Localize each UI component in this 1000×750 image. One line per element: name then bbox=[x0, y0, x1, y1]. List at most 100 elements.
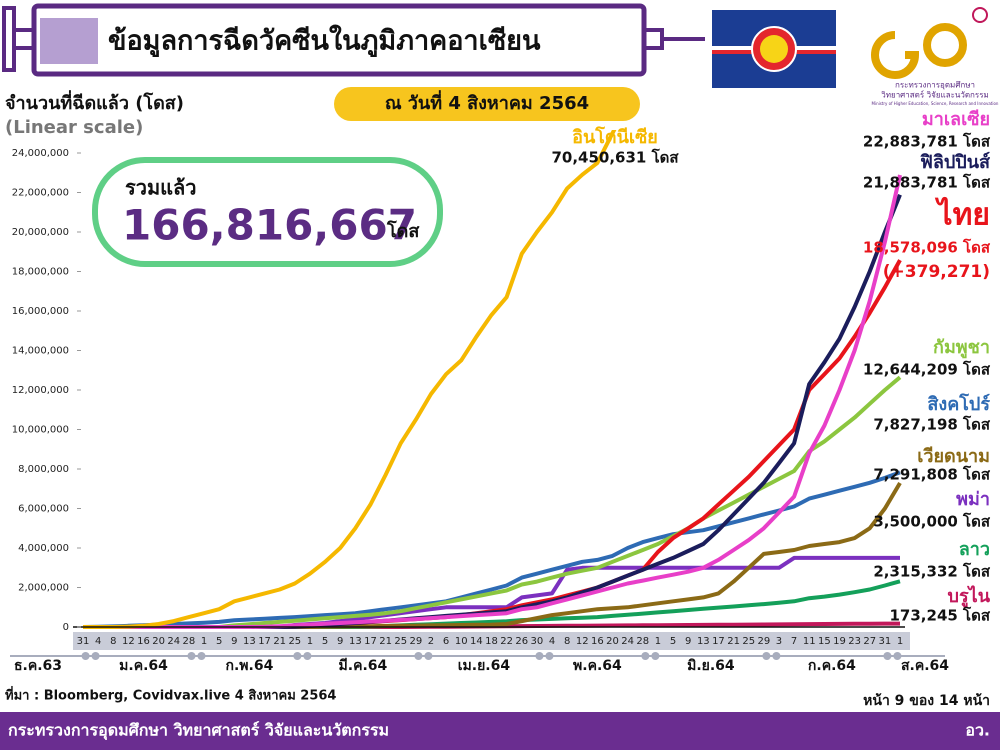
y-tick-label: 24,000,000 bbox=[12, 148, 69, 159]
footer-short: อว. bbox=[965, 721, 990, 740]
x-tick-label: 18 bbox=[485, 636, 498, 647]
value-label: 7,291,808 โดส bbox=[873, 465, 990, 484]
x-tick-label: 12 bbox=[122, 636, 135, 647]
month-label: ธ.ค.63 bbox=[14, 658, 62, 674]
x-tick-label: 17 bbox=[364, 636, 377, 647]
legend-name: ไทย bbox=[935, 197, 990, 233]
logo-text: Ministry of Higher Education, Science, R… bbox=[872, 101, 999, 106]
y-tick-label: 6,000,000 bbox=[18, 504, 69, 515]
x-tick-label: 28 bbox=[636, 636, 649, 647]
y-tick-label: 16,000,000 bbox=[12, 306, 69, 317]
y-axis-title: จำนวนที่ฉีดแล้ว (โดส) bbox=[5, 90, 184, 114]
x-tick-label: 17 bbox=[712, 636, 725, 647]
month-label: ก.พ.64 bbox=[226, 658, 274, 674]
legend-name: บรูไน bbox=[948, 585, 991, 608]
x-tick-label: 14 bbox=[470, 636, 483, 647]
x-tick-label: 16 bbox=[137, 636, 150, 647]
month-divider bbox=[414, 652, 423, 660]
x-tick-label: 3 bbox=[776, 636, 782, 647]
month-label: ม.ค.64 bbox=[119, 658, 168, 674]
x-tick-label: 9 bbox=[231, 636, 237, 647]
legend-name: สิงคโปร์ bbox=[927, 393, 990, 415]
x-tick-label: 24 bbox=[167, 636, 180, 647]
month-divider bbox=[424, 652, 433, 660]
y-tick-label: 18,000,000 bbox=[12, 267, 69, 278]
logo-text: วิทยาศาสตร์ วิจัยและนวัตกรรม bbox=[881, 90, 989, 100]
x-tick-label: 1 bbox=[201, 636, 207, 647]
logo bbox=[871, 7, 988, 79]
syringe bbox=[2, 3, 705, 77]
legend-name: มาเลเซีย bbox=[922, 109, 990, 130]
x-tick-label: 1 bbox=[655, 636, 661, 647]
total-box bbox=[92, 157, 443, 267]
month-label: ส.ค.64 bbox=[901, 658, 949, 674]
month-divider bbox=[545, 652, 554, 660]
x-tick-label: 24 bbox=[621, 636, 634, 647]
value-label: 18,578,096 โดส bbox=[863, 238, 991, 257]
x-tick-label: 13 bbox=[349, 636, 362, 647]
x-tick-label: 4 bbox=[95, 636, 101, 647]
x-tick-label: 22 bbox=[500, 636, 513, 647]
month-label: พ.ค.64 bbox=[573, 658, 622, 674]
x-tick-label: 17 bbox=[258, 636, 271, 647]
month-divider bbox=[651, 652, 660, 660]
y-tick-label: 10,000,000 bbox=[12, 425, 69, 436]
month-divider bbox=[293, 652, 302, 660]
month-divider bbox=[772, 652, 781, 660]
x-tick-label: 11 bbox=[803, 636, 816, 647]
x-tick-label: 9 bbox=[337, 636, 343, 647]
x-tick-label: 16 bbox=[591, 636, 604, 647]
x-tick-label: 27 bbox=[863, 636, 876, 647]
month-divider bbox=[81, 652, 90, 660]
footer-bar bbox=[0, 712, 1000, 750]
y-tick-label: 8,000,000 bbox=[18, 464, 69, 475]
y-tick-label: 4,000,000 bbox=[18, 543, 69, 554]
x-tick-label: 1 bbox=[897, 636, 903, 647]
value-label: 22,883,781 โดส bbox=[863, 132, 991, 151]
x-tick-label: 25 bbox=[288, 636, 301, 647]
x-tick-label: 5 bbox=[670, 636, 676, 647]
x-tick-label: 29 bbox=[409, 636, 422, 647]
asean-flag bbox=[712, 10, 836, 88]
x-tick-label: 12 bbox=[576, 636, 589, 647]
x-tick-label: 9 bbox=[685, 636, 691, 647]
source: ที่มา : Bloomberg, Covidvax.live 4 สิงหา… bbox=[5, 686, 336, 704]
x-axis-band bbox=[73, 632, 910, 650]
x-tick-label: 7 bbox=[791, 636, 797, 647]
date: ณ วันที่ 4 สิงหาคม 2564 bbox=[385, 90, 589, 114]
x-tick-label: 25 bbox=[394, 636, 407, 647]
value-label: 7,827,198 โดส bbox=[873, 415, 990, 434]
y-tick-label: 0 bbox=[63, 622, 69, 633]
month-divider bbox=[893, 652, 902, 660]
x-tick-label: 30 bbox=[531, 636, 544, 647]
x-tick-label: 13 bbox=[243, 636, 256, 647]
x-tick-label: 2 bbox=[428, 636, 434, 647]
month-label: เม.ย.64 bbox=[458, 658, 511, 674]
legend-name: พม่า bbox=[956, 489, 990, 510]
value-label: 2,315,332 โดส bbox=[873, 562, 990, 581]
x-tick-label: 26 bbox=[515, 636, 528, 647]
month-divider bbox=[197, 652, 206, 660]
month-label: ก.ค.64 bbox=[808, 658, 856, 674]
page-number: หน้า 9 ของ 14 หน้า bbox=[863, 693, 990, 709]
month-divider bbox=[187, 652, 196, 660]
x-tick-label: 21 bbox=[273, 636, 286, 647]
y-tick-label: 22,000,000 bbox=[12, 188, 69, 199]
title: ข้อมูลการฉีดวัคซีนในภูมิภาคอาเซียน bbox=[108, 25, 541, 58]
legend-name: ลาว bbox=[959, 539, 990, 560]
x-tick-label: 13 bbox=[697, 636, 710, 647]
x-tick-label: 5 bbox=[322, 636, 328, 647]
x-tick-label: 1 bbox=[307, 636, 313, 647]
x-tick-label: 5 bbox=[216, 636, 222, 647]
x-tick-label: 21 bbox=[379, 636, 392, 647]
total-unit: โดส bbox=[386, 220, 420, 242]
month-divider bbox=[91, 652, 100, 660]
legend-name: เวียดนาม bbox=[917, 446, 990, 467]
value-note: (+379,271) bbox=[883, 262, 990, 282]
value-label: 173,245 โดส bbox=[890, 606, 991, 625]
x-tick-label: 4 bbox=[549, 636, 555, 647]
y-tick-label: 20,000,000 bbox=[12, 227, 69, 238]
x-tick-label: 8 bbox=[564, 636, 570, 647]
x-tick-label: 31 bbox=[77, 636, 90, 647]
